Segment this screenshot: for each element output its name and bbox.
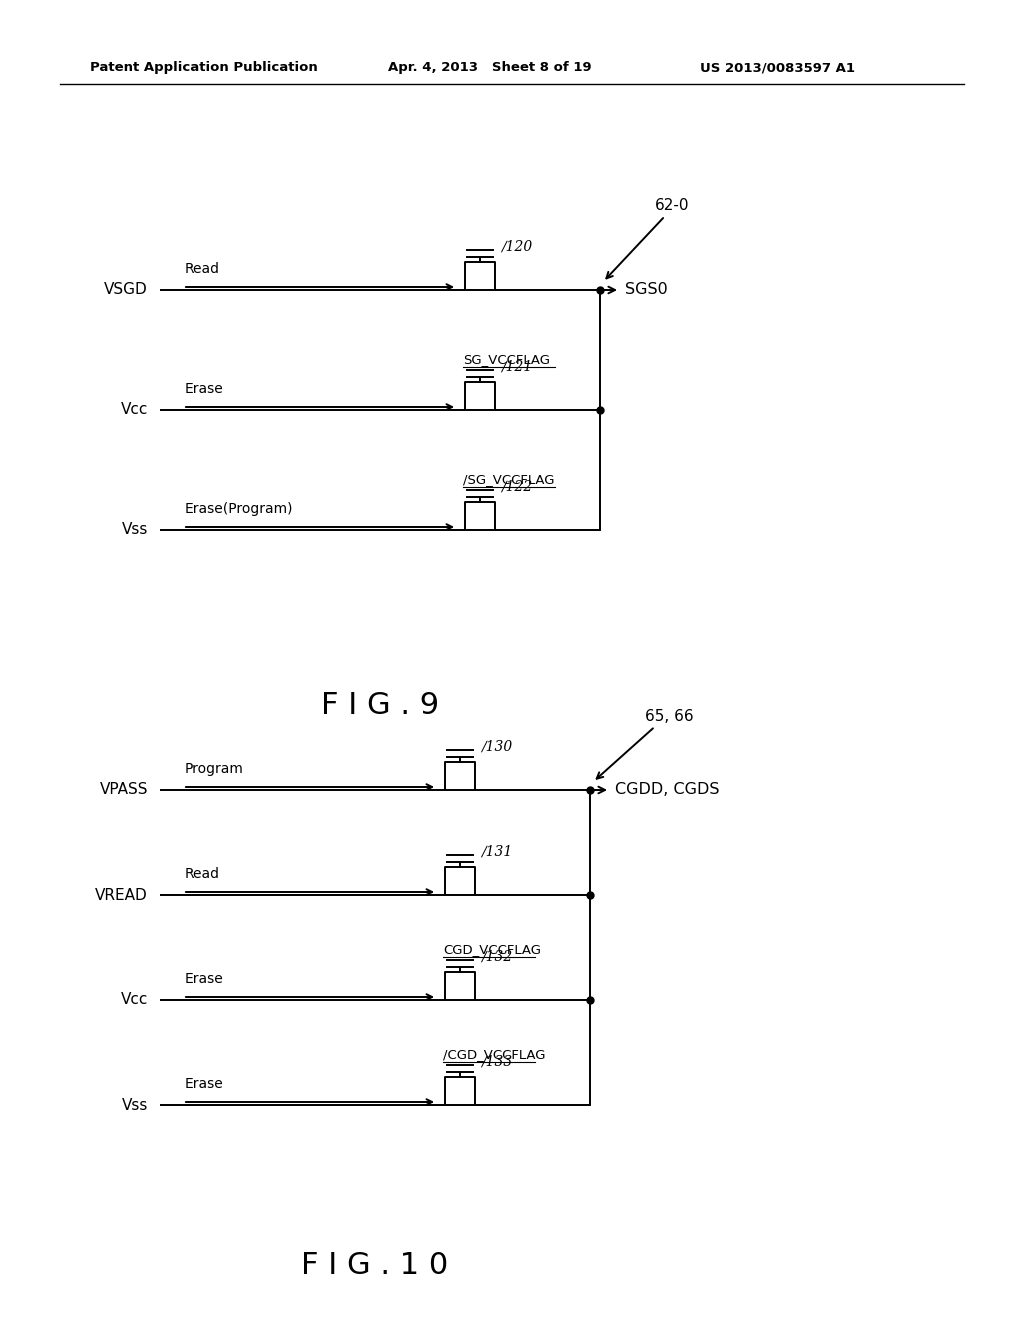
Text: ∕130: ∕130 (481, 741, 512, 754)
Text: F I G . 1 0: F I G . 1 0 (301, 1250, 449, 1279)
Text: ∕122: ∕122 (501, 480, 532, 494)
Text: VSGD: VSGD (104, 282, 148, 297)
Text: US 2013/0083597 A1: US 2013/0083597 A1 (700, 62, 855, 74)
Text: F I G . 9: F I G . 9 (321, 690, 439, 719)
Text: Erase: Erase (185, 1077, 224, 1092)
Text: ∕120: ∕120 (501, 240, 532, 253)
Text: Read: Read (185, 867, 220, 880)
Text: Vcc: Vcc (121, 403, 148, 417)
Text: Apr. 4, 2013   Sheet 8 of 19: Apr. 4, 2013 Sheet 8 of 19 (388, 62, 592, 74)
Text: SG_VCCFLAG: SG_VCCFLAG (463, 352, 550, 366)
Text: Erase(Program): Erase(Program) (185, 502, 294, 516)
Text: Erase: Erase (185, 972, 224, 986)
Text: CGDD, CGDS: CGDD, CGDS (615, 783, 720, 797)
Text: /SG_VCCFLAG: /SG_VCCFLAG (463, 473, 555, 486)
Text: Vss: Vss (122, 1097, 148, 1113)
Text: SGS0: SGS0 (625, 282, 668, 297)
Text: ∕121: ∕121 (501, 360, 532, 374)
Text: ∕133: ∕133 (481, 1055, 512, 1069)
Text: VREAD: VREAD (95, 887, 148, 903)
Text: Erase: Erase (185, 381, 224, 396)
Text: Vcc: Vcc (121, 993, 148, 1007)
Text: Vss: Vss (122, 523, 148, 537)
Text: VPASS: VPASS (99, 783, 148, 797)
Text: /CGD_VCCFLAG: /CGD_VCCFLAG (443, 1048, 546, 1061)
Text: CGD_VCCFLAG: CGD_VCCFLAG (443, 942, 541, 956)
Text: Patent Application Publication: Patent Application Publication (90, 62, 317, 74)
Text: Read: Read (185, 261, 220, 276)
Text: Program: Program (185, 762, 244, 776)
Text: 65, 66: 65, 66 (645, 709, 693, 723)
Text: ∕131: ∕131 (481, 845, 512, 859)
Text: 62-0: 62-0 (655, 198, 689, 214)
Text: ∕132: ∕132 (481, 950, 512, 964)
